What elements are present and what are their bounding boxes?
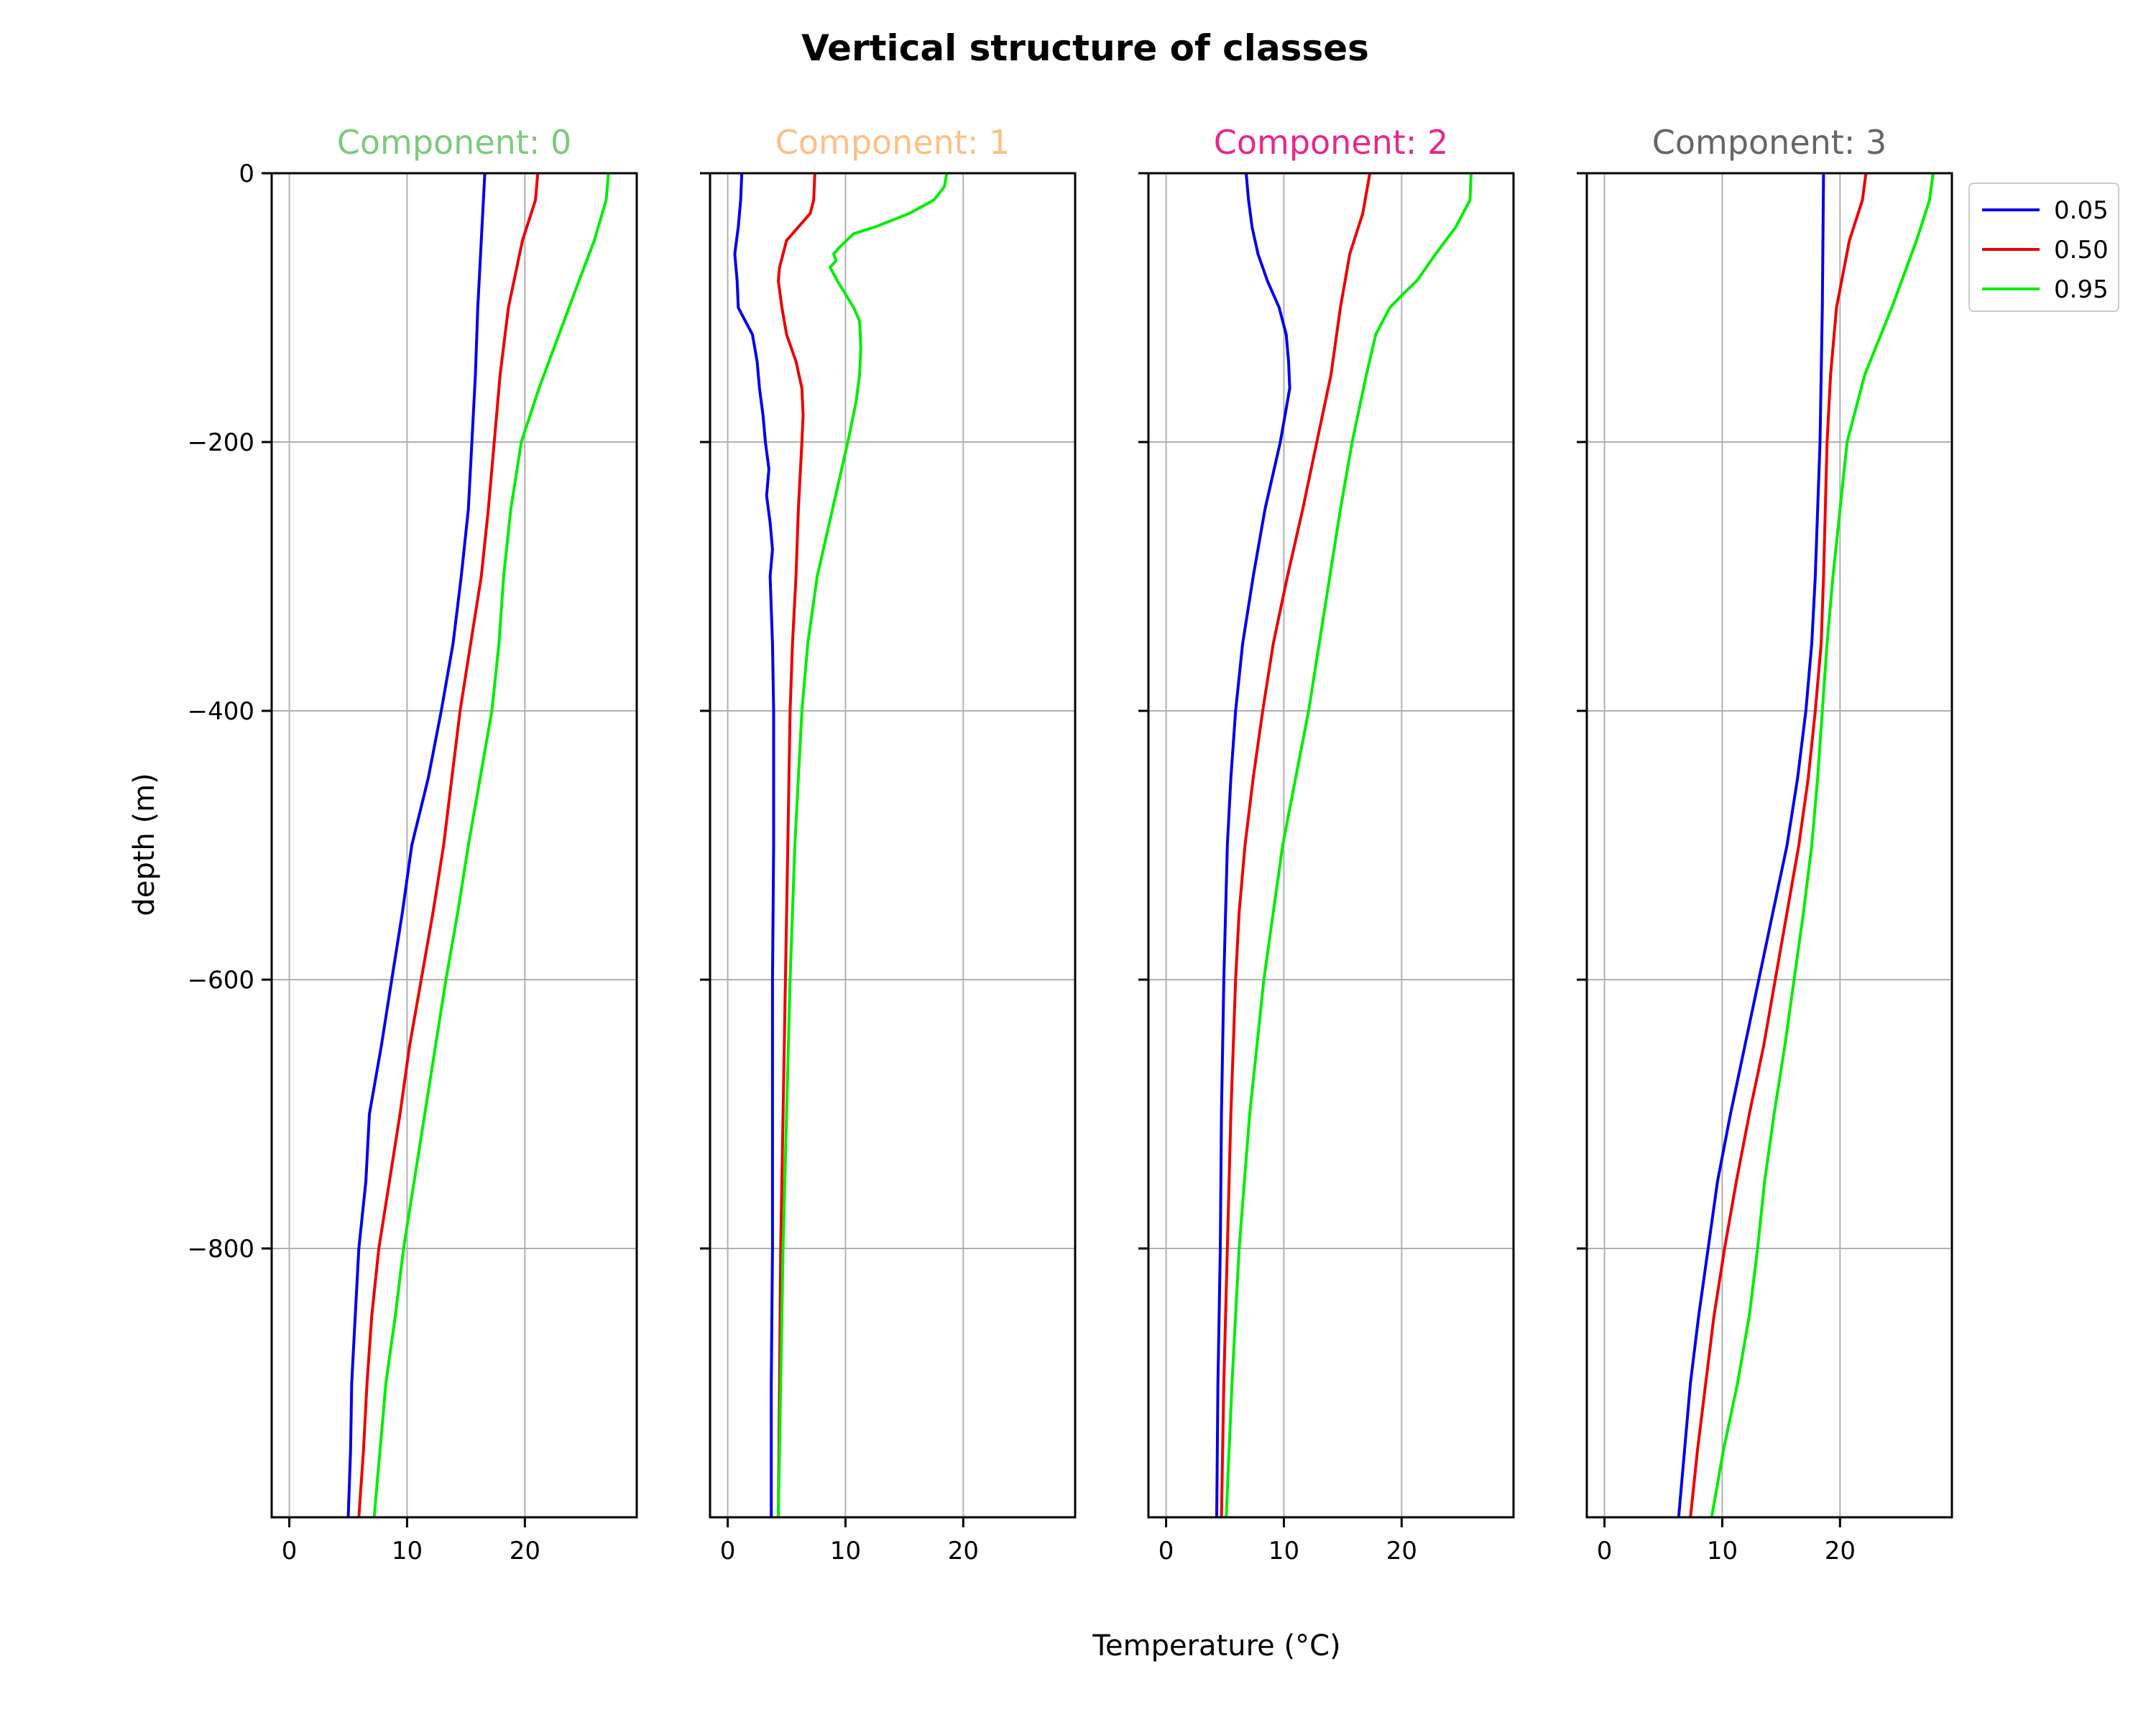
panel-title-2: Component: 2 [1214, 123, 1448, 162]
y-tick-label: 0 [239, 160, 254, 188]
y-tick-label: −800 [188, 1235, 254, 1264]
panel-0: 0 10 20 0 −200 −400 −600 −800 Component: 0 [188, 123, 638, 1565]
y-tick-label: −600 [188, 966, 254, 995]
series-line-0-95 [372, 172, 610, 1518]
x-tick-label: 20 [948, 1537, 979, 1565]
x-tick-label: 0 [282, 1537, 298, 1565]
panel-1: 0 10 20 Component: 1 [700, 123, 1077, 1565]
series-line-0-05 [346, 172, 487, 1518]
x-tick-label: 20 [510, 1537, 540, 1565]
panels-group: 0 10 20 0 −200 −400 −600 −800 Component: 0 0 10 20 C… [188, 123, 1953, 1565]
series-line-0-95 [1225, 172, 1473, 1518]
series-line-0-95 [777, 172, 949, 1518]
series-line-0-05 [1677, 172, 1825, 1518]
series-line-0-95 [1710, 172, 1935, 1518]
y-tick-label: −200 [188, 428, 254, 457]
x-axis-label: Temperature (°C) [1092, 1629, 1340, 1662]
series-line-0-05 [1215, 172, 1291, 1518]
series-line-0-50 [1220, 172, 1372, 1518]
panel-2: 0 10 20 Component: 2 [1138, 123, 1515, 1565]
x-tick-label: 0 [1597, 1537, 1613, 1565]
x-tick-label: 20 [1386, 1537, 1417, 1565]
x-tick-label: 10 [1268, 1537, 1299, 1565]
series-line-0-50 [777, 172, 816, 1518]
y-tick-label: −400 [188, 697, 254, 726]
x-tick-label: 20 [1825, 1537, 1856, 1565]
series-line-0-05 [733, 172, 775, 1517]
legend-label-0-50: 0.50 [2054, 236, 2109, 264]
panel-frame [270, 172, 638, 1519]
legend-label-0-05: 0.05 [2054, 196, 2109, 225]
panel-3: 0 10 20 Component: 3 [1577, 123, 1953, 1565]
x-tick-label: 10 [830, 1537, 861, 1565]
legend: 0.05 0.50 0.95 [1968, 183, 2119, 312]
x-tick-label: 0 [720, 1537, 736, 1565]
x-tick-label: 10 [392, 1537, 423, 1565]
series-line-0-50 [1689, 172, 1868, 1518]
series-line-0-50 [357, 172, 540, 1518]
x-tick-label: 0 [1158, 1537, 1174, 1565]
chart-title: Vertical structure of classes [801, 27, 1369, 69]
panel-title-0: Component: 0 [337, 123, 571, 162]
legend-label-0-95: 0.95 [2054, 275, 2109, 304]
panel-frame [1147, 172, 1515, 1519]
panel-frame [709, 172, 1077, 1519]
legend-frame [1968, 183, 2119, 312]
panel-frame [1585, 172, 1953, 1519]
panel-title-3: Component: 3 [1652, 123, 1886, 162]
x-tick-label: 10 [1707, 1537, 1738, 1565]
panel-title-1: Component: 1 [775, 123, 1010, 162]
y-axis-label: depth (m) [128, 773, 161, 916]
